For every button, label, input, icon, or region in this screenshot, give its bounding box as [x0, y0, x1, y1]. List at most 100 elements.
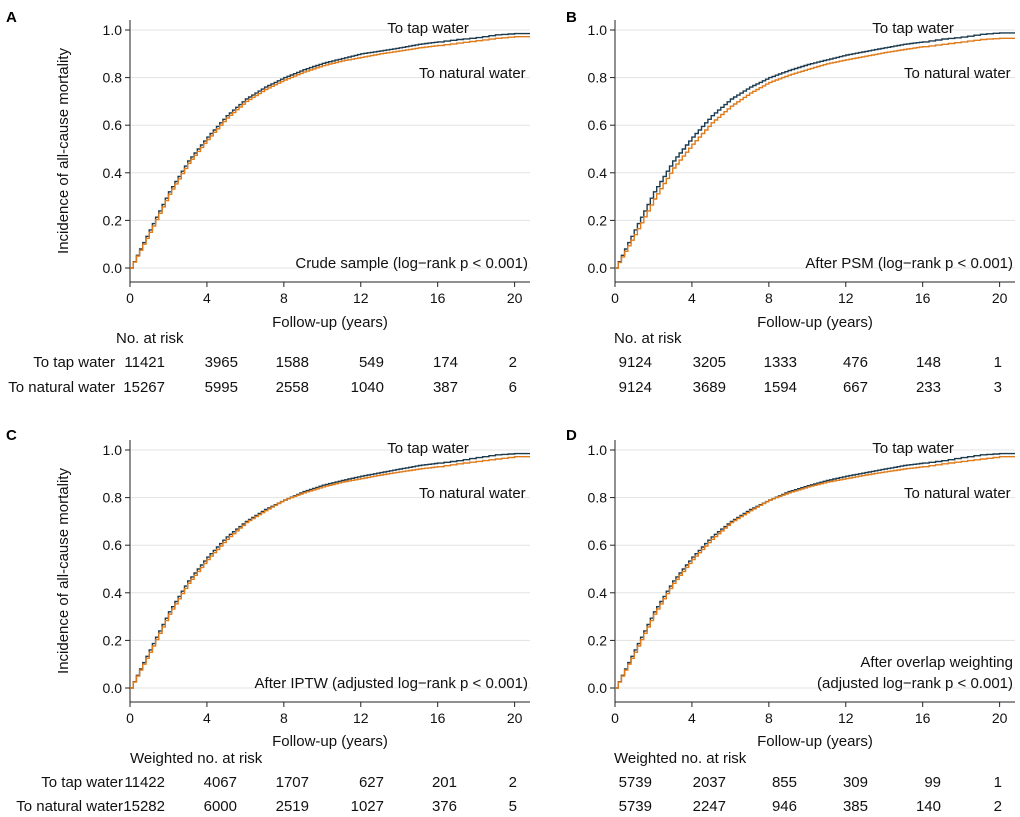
y-tick-label: 0.2 [103, 632, 123, 648]
risk-count: 148 [916, 354, 941, 371]
risk-count: 387 [433, 379, 458, 396]
panel-letter: D [566, 427, 577, 444]
y-tick-label: 0.8 [588, 70, 608, 86]
risk-count: 11421 [124, 354, 165, 371]
risk-count: 201 [432, 774, 457, 791]
y-tick-label: 0.2 [588, 632, 608, 648]
logrank-annotation: After IPTW (adjusted log−rank p < 0.001) [255, 675, 528, 692]
panel-letter: C [6, 427, 17, 444]
risk-row-label: To natural water [8, 379, 115, 396]
x-tick-label: 0 [611, 290, 619, 306]
risk-count: 15282 [123, 798, 165, 815]
y-tick-label: 1.0 [588, 22, 608, 38]
risk-count: 6 [509, 379, 517, 396]
risk-count: 476 [843, 354, 868, 371]
risk-count: 1027 [351, 798, 384, 815]
series-label-tap-water: To tap water [387, 440, 469, 457]
risk-count: 9124 [619, 379, 652, 396]
series-label-natural-water: To natural water [904, 485, 1011, 502]
x-tick-label: 16 [915, 710, 931, 726]
y-tick-label: 0.2 [588, 212, 608, 228]
series-line-natural-water [130, 456, 530, 689]
x-tick-label: 4 [203, 710, 211, 726]
risk-count: 855 [772, 774, 797, 791]
series-label-natural-water: To natural water [419, 65, 526, 82]
x-tick-label: 4 [688, 710, 696, 726]
risk-count: 2 [509, 354, 517, 371]
panel-a: A 0.0 0.2 0.4 0.6 0.8 1.0 0 4 8 12 16 20 Follow-up (y… [6, 9, 530, 396]
x-tick-label: 20 [507, 290, 523, 306]
logrank-annotation: After overlap weighting [860, 654, 1013, 671]
x-tick-label: 0 [611, 710, 619, 726]
series-line-natural-water [615, 37, 1015, 269]
y-tick-label: 0.4 [103, 165, 123, 181]
x-tick-label: 8 [280, 290, 288, 306]
risk-count: 1594 [764, 379, 797, 396]
risk-count: 2 [509, 774, 517, 791]
series-label-tap-water: To tap water [872, 20, 954, 37]
risk-count: 174 [433, 354, 458, 371]
panel-letter: B [566, 9, 577, 26]
y-tick-label: 0.8 [588, 490, 608, 506]
series-line-tap-water [615, 32, 1015, 269]
risk-table-header: Weighted no. at risk [130, 750, 263, 767]
x-axis-label: Follow-up (years) [272, 314, 388, 331]
risk-table-header: No. at risk [614, 330, 682, 347]
risk-count: 1707 [276, 774, 309, 791]
risk-table-header: Weighted no. at risk [614, 750, 747, 767]
risk-count: 1040 [351, 379, 384, 396]
panel-letter: A [6, 9, 17, 26]
series-label-tap-water: To tap water [872, 440, 954, 457]
risk-count: 1333 [764, 354, 797, 371]
risk-count: 2247 [693, 798, 726, 815]
risk-count: 2558 [276, 379, 309, 396]
x-tick-label: 16 [915, 290, 931, 306]
risk-count: 627 [359, 774, 384, 791]
series-label-natural-water: To natural water [904, 65, 1011, 82]
y-tick-label: 0.6 [588, 117, 608, 133]
x-tick-label: 4 [203, 290, 211, 306]
risk-count: 3 [994, 379, 1002, 396]
risk-count: 309 [843, 774, 868, 791]
panel-c: C 0.0 0.2 0.4 0.6 0.8 1.0 0 4 8 12 16 20 Follow-up (y… [6, 427, 530, 815]
x-tick-label: 0 [126, 710, 134, 726]
risk-count: 1588 [276, 354, 309, 371]
logrank-annotation: Crude sample (log−rank p < 0.001) [295, 255, 528, 272]
risk-count: 2 [994, 798, 1002, 815]
risk-count: 3205 [693, 354, 726, 371]
risk-count: 15267 [123, 379, 165, 396]
y-tick-label: 0.8 [103, 70, 123, 86]
series-label-natural-water: To natural water [419, 485, 526, 502]
series-line-tap-water [130, 32, 530, 269]
x-tick-label: 20 [992, 710, 1008, 726]
y-tick-label: 1.0 [103, 22, 123, 38]
risk-count: 385 [843, 798, 868, 815]
y-tick-label: 0.8 [103, 490, 123, 506]
x-tick-label: 12 [838, 710, 854, 726]
y-tick-label: 0.2 [103, 212, 123, 228]
risk-count: 5739 [619, 774, 652, 791]
y-tick-label: 0.0 [103, 680, 123, 696]
x-tick-label: 8 [765, 710, 773, 726]
logrank-annotation: (adjusted log−rank p < 0.001) [817, 675, 1013, 692]
risk-count: 1 [994, 774, 1002, 791]
series-line-natural-water [615, 456, 1015, 689]
y-tick-label: 0.6 [103, 537, 123, 553]
x-tick-label: 0 [126, 290, 134, 306]
x-axis-label: Follow-up (years) [757, 314, 873, 331]
risk-row-label: To tap water [33, 354, 115, 371]
panel-b: B 0.0 0.2 0.4 0.6 0.8 1.0 0 4 8 12 16 20 Follow-up (y… [566, 9, 1015, 396]
x-axis-label: Follow-up (years) [757, 733, 873, 750]
y-axis-label: Incidence of all-cause mortality [55, 48, 72, 254]
risk-count: 946 [772, 798, 797, 815]
risk-row-label: To tap water [41, 774, 123, 791]
risk-count: 2037 [693, 774, 726, 791]
y-tick-label: 1.0 [103, 442, 123, 458]
risk-count: 6000 [204, 798, 237, 815]
y-tick-label: 0.0 [103, 260, 123, 276]
x-tick-label: 20 [992, 290, 1008, 306]
series-label-tap-water: To tap water [387, 20, 469, 37]
y-tick-label: 1.0 [588, 442, 608, 458]
risk-count: 1 [994, 354, 1002, 371]
